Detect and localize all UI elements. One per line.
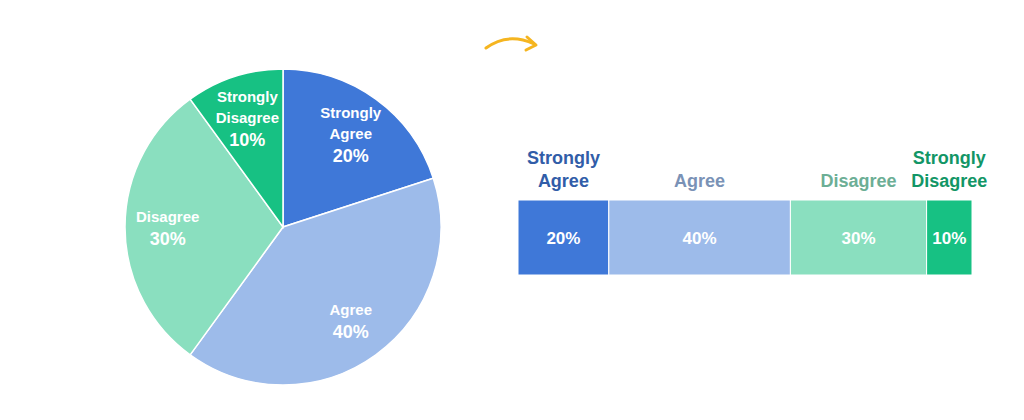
slice-category-label: Strongly Disagree <box>216 88 279 126</box>
slices <box>125 69 441 385</box>
slice-category-label: Disagree <box>136 208 199 225</box>
slice-category-label: Strongly Agree <box>320 104 381 142</box>
bars <box>518 200 972 275</box>
data-label: 30% <box>841 229 875 248</box>
label-line: Strongly <box>217 88 278 105</box>
arrow <box>486 37 536 50</box>
series-label: Strongly Disagree <box>911 148 987 191</box>
bar-segment <box>518 200 609 275</box>
pie-slice <box>190 69 283 227</box>
slice-value-label: 20% <box>333 146 369 166</box>
label-line: Disagree <box>136 208 199 225</box>
bar-texts: 20% Strongly Agree 40% Agree 30% Disagree 10% St… <box>527 148 987 248</box>
data-label: 20% <box>546 229 580 248</box>
slice-value-label: 40% <box>333 322 369 342</box>
label-line: Agree <box>674 171 725 191</box>
slice-category-label: Agree <box>330 301 373 318</box>
label-line: Strongly <box>320 104 381 121</box>
data-label: 10% <box>932 229 966 248</box>
slice-value-label: 30% <box>150 229 186 249</box>
stacked-bar-chart: 20% Strongly Agree 40% Agree 30% Disagree 10% St… <box>518 148 987 276</box>
bar-segment <box>927 200 972 275</box>
label-line: Agree <box>538 171 589 191</box>
arrow-shaft <box>486 39 534 48</box>
label-line: Disagree <box>216 109 279 126</box>
bar-segment <box>790 200 926 275</box>
slice-value-label: 10% <box>229 130 265 150</box>
label-line: Agree <box>330 301 373 318</box>
series-label: Agree <box>674 171 725 191</box>
chart-canvas: Strongly Agree 20% Agree 40% Disagree 30% Stron… <box>0 0 1024 420</box>
label-line: Disagree <box>911 171 987 191</box>
label-line: Strongly <box>913 148 986 168</box>
pie-slice <box>125 99 283 355</box>
arrow-head <box>526 37 536 50</box>
series-label: Disagree <box>820 171 896 191</box>
axis-line <box>518 201 519 276</box>
series-label: Strongly Agree <box>527 148 600 191</box>
pie-chart: Strongly Agree 20% Agree 40% Disagree 30% Stron… <box>125 69 441 385</box>
category-axis <box>518 201 520 276</box>
label-line: Strongly <box>527 148 600 168</box>
slice-labels: Strongly Agree 20% Agree 40% Disagree 30% Stron… <box>136 88 382 342</box>
data-label: 40% <box>683 229 717 248</box>
label-line: Disagree <box>820 171 896 191</box>
label-line: Agree <box>330 125 373 142</box>
bar-segment <box>609 200 791 275</box>
